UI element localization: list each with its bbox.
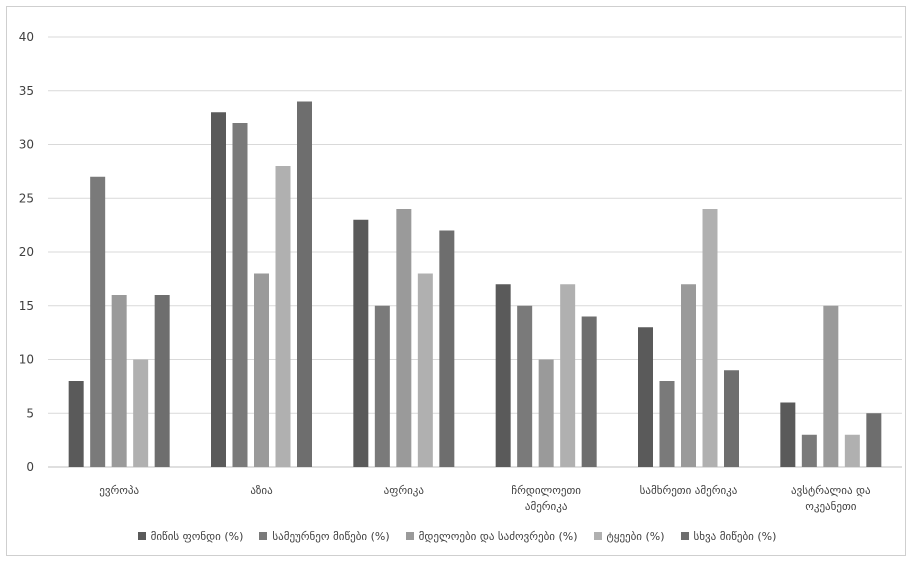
legend-swatch [137, 532, 146, 540]
y-tick-label: 15 [19, 299, 34, 313]
bar [353, 219, 369, 467]
legend-item: მდელოები და საძოვრები (%) [405, 529, 578, 543]
bar [396, 209, 412, 467]
legend-swatch [405, 532, 414, 540]
x-category-label: ევროპა [99, 484, 139, 497]
legend-swatch [593, 532, 602, 540]
x-category-label: ავსტრალია და [791, 484, 871, 497]
x-category-label: ამერიკა [525, 500, 568, 513]
bar [275, 166, 291, 467]
bar [659, 381, 675, 467]
bar [154, 295, 170, 467]
x-category-label: ჩრდილოეთი [511, 484, 581, 497]
legend-label: სხვა მიწები (%) [693, 529, 777, 543]
y-tick-label: 10 [19, 353, 34, 367]
y-tick-label: 25 [19, 191, 34, 205]
bar [581, 316, 597, 467]
bar [211, 112, 226, 467]
y-tick-label: 5 [26, 406, 34, 420]
bar [68, 381, 84, 467]
bar [417, 273, 433, 467]
bar [538, 359, 554, 467]
y-tick-label: 0 [26, 460, 34, 474]
x-category-label: აფრიკა [384, 484, 425, 497]
bar [866, 413, 882, 467]
legend-item: მიწის ფონდი (%) [137, 529, 244, 543]
bar [638, 327, 653, 467]
bar [702, 209, 718, 467]
bar [297, 101, 312, 467]
bar [560, 284, 576, 467]
bar [232, 123, 248, 467]
y-tick-label: 40 [19, 30, 34, 44]
bar [780, 402, 796, 467]
bar [844, 434, 860, 467]
x-category-label: სამხრეთი ამერიკა [640, 484, 738, 497]
legend-item: ტყეები (%) [593, 529, 665, 543]
x-category-label: აზია [250, 484, 273, 497]
legend: მიწის ფონდი (%) სამეურნეო მიწები (%) მდელო… [0, 524, 914, 548]
legend-item: სხვა მიწები (%) [680, 529, 777, 543]
legend-label: მდელოები და საძოვრები (%) [418, 529, 578, 543]
bar [374, 305, 390, 467]
bar [254, 273, 269, 467]
x-category-label: ოკეანეთი [805, 500, 857, 513]
bar [133, 359, 149, 467]
legend-item: სამეურნეო მიწები (%) [259, 529, 390, 543]
bar [681, 284, 696, 467]
y-tick-label: 30 [19, 138, 34, 152]
bar [724, 370, 739, 467]
bar [111, 295, 127, 467]
legend-swatch [259, 532, 268, 540]
legend-swatch [680, 532, 689, 540]
y-tick-label: 20 [19, 245, 34, 259]
bar [823, 305, 839, 467]
bar [439, 230, 455, 467]
legend-label: ტყეები (%) [606, 529, 665, 543]
bar [801, 434, 817, 467]
bar [90, 176, 106, 467]
y-tick-label: 35 [19, 84, 34, 98]
bar [517, 305, 533, 467]
bar [495, 284, 511, 467]
legend-label: მიწის ფონდი (%) [150, 529, 244, 543]
legend-label: სამეურნეო მიწები (%) [272, 529, 390, 543]
